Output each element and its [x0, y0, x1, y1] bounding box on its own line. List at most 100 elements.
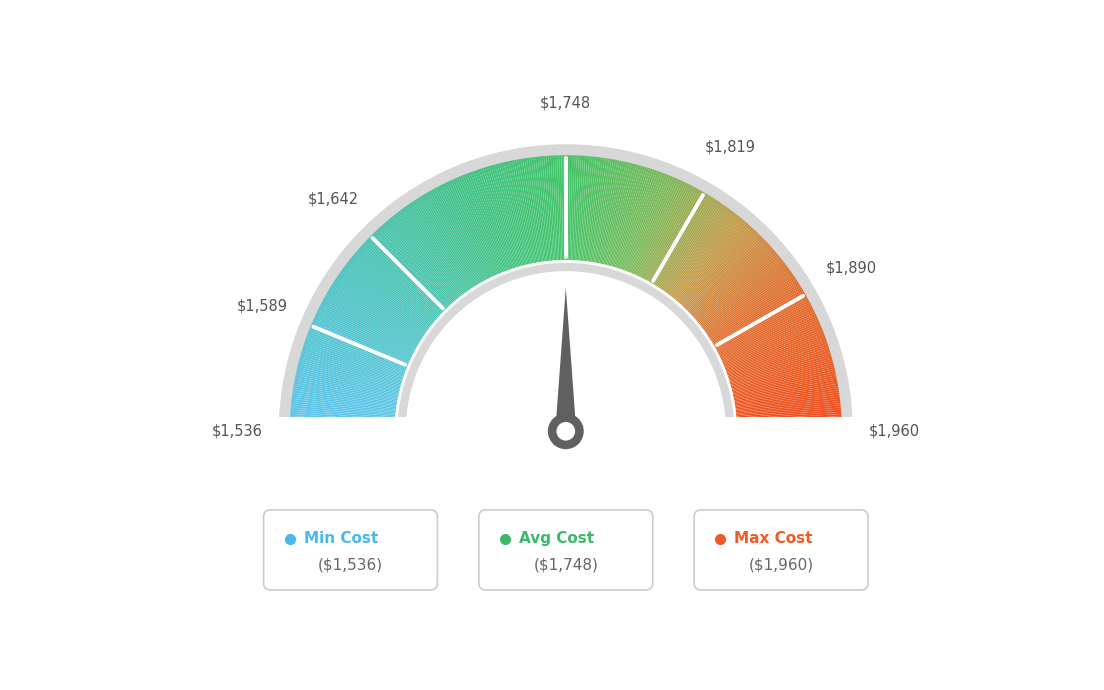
Wedge shape: [731, 360, 834, 388]
Wedge shape: [369, 236, 445, 311]
Wedge shape: [291, 401, 395, 414]
Wedge shape: [429, 190, 482, 283]
Wedge shape: [411, 201, 470, 290]
Text: $1,589: $1,589: [237, 298, 288, 313]
Wedge shape: [402, 208, 465, 294]
Wedge shape: [311, 322, 408, 364]
Wedge shape: [736, 418, 841, 424]
Wedge shape: [380, 226, 452, 305]
Wedge shape: [454, 178, 498, 275]
Wedge shape: [553, 155, 559, 260]
Wedge shape: [710, 284, 800, 341]
Wedge shape: [645, 186, 694, 280]
Wedge shape: [325, 295, 417, 348]
Wedge shape: [681, 227, 753, 306]
Wedge shape: [291, 395, 396, 410]
Wedge shape: [565, 155, 567, 260]
Wedge shape: [527, 158, 543, 262]
Wedge shape: [295, 375, 399, 398]
Wedge shape: [346, 264, 429, 328]
Wedge shape: [702, 266, 788, 330]
Wedge shape: [725, 334, 825, 372]
Wedge shape: [413, 201, 471, 289]
Wedge shape: [293, 391, 396, 407]
Wedge shape: [535, 157, 549, 261]
Wedge shape: [613, 166, 643, 267]
Wedge shape: [291, 403, 395, 415]
Wedge shape: [658, 198, 715, 288]
Wedge shape: [735, 391, 839, 407]
Wedge shape: [655, 196, 712, 286]
Wedge shape: [734, 384, 838, 403]
Circle shape: [548, 413, 584, 449]
Wedge shape: [362, 244, 440, 316]
Wedge shape: [712, 287, 803, 343]
Wedge shape: [414, 199, 473, 288]
Wedge shape: [360, 246, 439, 317]
Wedge shape: [618, 169, 654, 269]
Wedge shape: [487, 166, 518, 267]
Wedge shape: [393, 215, 460, 297]
Wedge shape: [626, 173, 666, 272]
Wedge shape: [305, 339, 404, 376]
Wedge shape: [735, 399, 840, 413]
Wedge shape: [625, 172, 664, 271]
Wedge shape: [302, 346, 403, 380]
Wedge shape: [330, 285, 421, 342]
Wedge shape: [736, 427, 841, 430]
Wedge shape: [726, 336, 826, 373]
Wedge shape: [290, 405, 395, 417]
Wedge shape: [573, 155, 578, 260]
Wedge shape: [327, 290, 418, 345]
Wedge shape: [482, 168, 516, 268]
Wedge shape: [598, 160, 619, 264]
Wedge shape: [734, 380, 837, 400]
Wedge shape: [456, 177, 499, 274]
Wedge shape: [420, 196, 477, 286]
Wedge shape: [643, 184, 691, 279]
Wedge shape: [522, 158, 540, 262]
Wedge shape: [705, 270, 792, 333]
Wedge shape: [438, 186, 488, 279]
Wedge shape: [493, 164, 522, 266]
Wedge shape: [379, 227, 450, 306]
Wedge shape: [698, 255, 779, 323]
Wedge shape: [299, 358, 401, 387]
Wedge shape: [736, 429, 841, 431]
Wedge shape: [675, 219, 743, 300]
Wedge shape: [733, 371, 836, 395]
Wedge shape: [422, 195, 478, 286]
Wedge shape: [309, 328, 407, 368]
Wedge shape: [300, 352, 402, 384]
Wedge shape: [294, 386, 397, 404]
Wedge shape: [491, 165, 521, 266]
Wedge shape: [290, 416, 395, 423]
Wedge shape: [596, 160, 617, 263]
Wedge shape: [558, 155, 562, 260]
Wedge shape: [680, 226, 752, 305]
Wedge shape: [418, 197, 475, 287]
Wedge shape: [448, 181, 495, 277]
Wedge shape: [636, 179, 681, 276]
Wedge shape: [315, 314, 411, 359]
Wedge shape: [347, 262, 431, 328]
Wedge shape: [726, 338, 826, 375]
Wedge shape: [368, 237, 444, 312]
Wedge shape: [322, 300, 415, 351]
Wedge shape: [480, 168, 514, 268]
Wedge shape: [735, 388, 839, 406]
Wedge shape: [395, 213, 460, 297]
Text: Min Cost: Min Cost: [304, 531, 378, 546]
Wedge shape: [676, 220, 745, 301]
Wedge shape: [690, 241, 767, 314]
Wedge shape: [719, 308, 814, 356]
Wedge shape: [425, 193, 480, 284]
Wedge shape: [450, 179, 496, 276]
Wedge shape: [620, 170, 655, 269]
Text: $1,819: $1,819: [705, 139, 756, 155]
Wedge shape: [404, 207, 466, 293]
Wedge shape: [546, 156, 555, 261]
Wedge shape: [470, 172, 508, 270]
Text: $1,536: $1,536: [212, 424, 263, 439]
Wedge shape: [716, 302, 810, 353]
